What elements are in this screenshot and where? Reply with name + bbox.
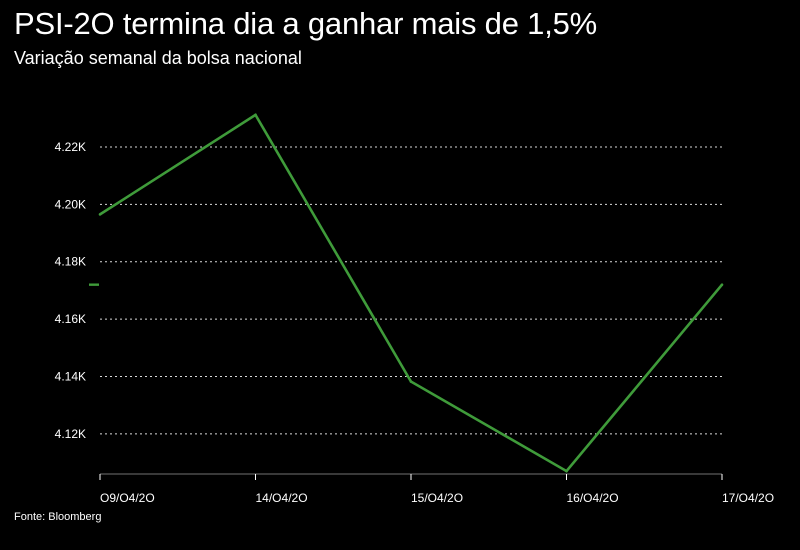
data-point bbox=[98, 213, 102, 216]
y-tick-label: 4.20K bbox=[55, 197, 86, 211]
data-point bbox=[409, 380, 413, 383]
chart-title: PSI-2O termina dia a ganhar mais de 1,5% bbox=[14, 6, 598, 41]
y-tick-label: 4.12K bbox=[55, 427, 86, 441]
source-note: Fonte: Bloomberg bbox=[14, 511, 102, 523]
y-tick-label: 4.14K bbox=[55, 369, 86, 383]
x-axis bbox=[99, 473, 723, 480]
series-line bbox=[99, 113, 723, 473]
y-tick-label: 4.18K bbox=[55, 255, 86, 269]
grid-lines bbox=[100, 146, 722, 435]
x-tick-label: 17/O4/2O bbox=[722, 491, 774, 505]
data-point bbox=[720, 283, 724, 286]
x-tick-label: O9/O4/2O bbox=[100, 491, 155, 505]
data-point bbox=[565, 469, 568, 473]
data-point bbox=[254, 113, 257, 117]
y-tick-label: 4.22K bbox=[55, 140, 86, 154]
series-lines bbox=[98, 113, 724, 473]
x-axis-labels: O9/O4/2O 14/O4/2O 15/O4/2O 16/O4/2O 17/O4/2O bbox=[100, 491, 774, 505]
x-tick-label: 14/O4/2O bbox=[256, 491, 308, 505]
x-tick-label: 16/O4/2O bbox=[567, 491, 619, 505]
x-tick-label: 15/O4/2O bbox=[411, 491, 463, 505]
chart-subtitle: Variação semanal da bolsa nacional bbox=[14, 48, 302, 68]
y-tick-label: 4.16K bbox=[55, 312, 86, 326]
y-axis-labels: 4.12K 4.14K 4.16K 4.18K 4.20K 4.22K bbox=[55, 140, 86, 441]
